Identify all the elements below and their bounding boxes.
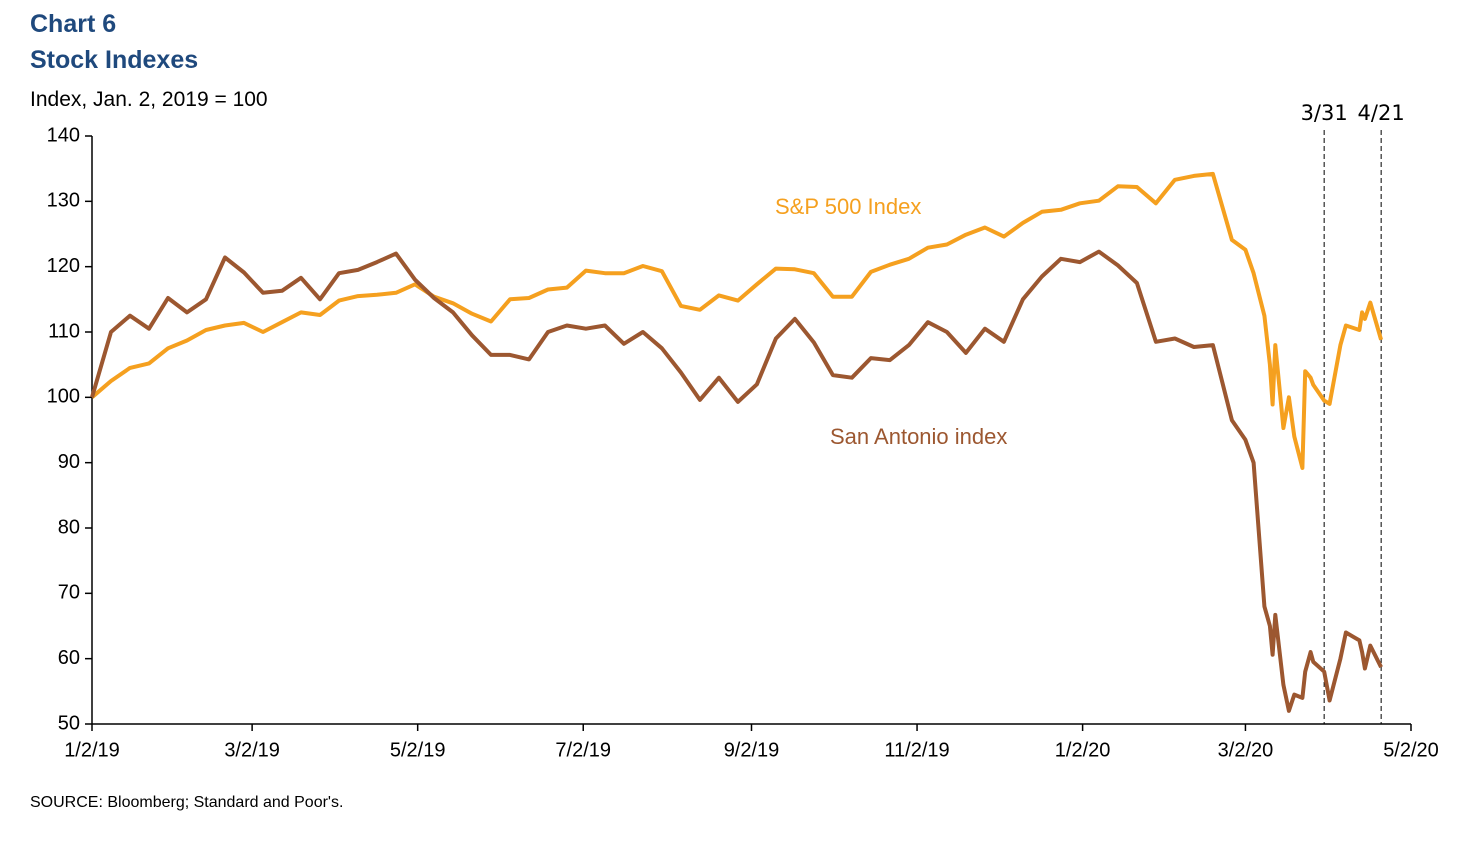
- series-line: [90, 171, 1384, 470]
- y-tick-label: 100: [47, 386, 80, 408]
- x-tick-label: 1/2/19: [64, 739, 120, 761]
- x-tick-label: 7/2/19: [555, 739, 611, 761]
- x-tick-label: 3/2/19: [224, 739, 280, 761]
- y-tick-label: 130: [47, 190, 80, 212]
- series-label: San Antonio index: [830, 424, 1007, 449]
- series-label: S&P 500 Index: [775, 194, 921, 219]
- x-tick-label: 5/2/20: [1383, 739, 1439, 761]
- y-axis-label: Index, Jan. 2, 2019 = 100: [30, 88, 268, 111]
- y-tick-label: 90: [58, 451, 80, 473]
- chart-subtitle: Stock Indexes: [30, 46, 198, 74]
- x-tick-label: 5/2/19: [390, 739, 446, 761]
- y-tick-label: 70: [58, 582, 80, 604]
- y-tick-label: 110: [48, 320, 80, 342]
- source-note: SOURCE: Bloomberg; Standard and Poor's.: [30, 794, 343, 811]
- annotation-label: 3/31: [1301, 101, 1348, 125]
- x-tick-label: 9/2/19: [724, 739, 780, 761]
- x-tick-label: 1/2/20: [1055, 739, 1111, 761]
- x-tick-label: 11/2/19: [884, 739, 949, 761]
- y-tick-label: 120: [47, 255, 80, 277]
- series-line: [90, 249, 1383, 713]
- y-tick-label: 50: [58, 712, 80, 734]
- y-tick-label: 140: [47, 124, 80, 146]
- chart-title: Chart 6: [30, 10, 116, 38]
- x-tick-label: 3/2/20: [1218, 739, 1274, 761]
- y-tick-label: 60: [58, 647, 80, 669]
- annotation-label: 4/21: [1358, 101, 1405, 125]
- y-tick-label: 80: [58, 516, 80, 538]
